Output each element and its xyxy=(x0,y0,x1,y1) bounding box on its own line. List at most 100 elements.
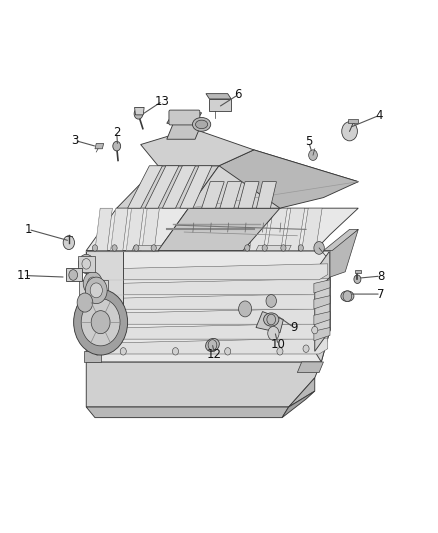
Polygon shape xyxy=(284,208,305,251)
Polygon shape xyxy=(145,166,179,208)
Circle shape xyxy=(91,311,110,334)
Text: 11: 11 xyxy=(17,269,32,282)
Circle shape xyxy=(262,245,267,251)
Text: 3: 3 xyxy=(71,134,78,147)
Circle shape xyxy=(173,348,179,355)
Polygon shape xyxy=(201,182,224,208)
Circle shape xyxy=(343,291,352,302)
Ellipse shape xyxy=(195,120,208,128)
Circle shape xyxy=(151,245,156,251)
Polygon shape xyxy=(206,94,231,99)
Polygon shape xyxy=(314,280,330,293)
Circle shape xyxy=(245,245,250,251)
Polygon shape xyxy=(86,208,188,251)
Text: 2: 2 xyxy=(113,126,120,139)
Polygon shape xyxy=(88,338,328,354)
Circle shape xyxy=(82,259,91,269)
Polygon shape xyxy=(86,251,123,330)
Ellipse shape xyxy=(205,338,219,351)
Polygon shape xyxy=(158,208,280,251)
Circle shape xyxy=(81,298,120,346)
Polygon shape xyxy=(126,208,144,251)
Circle shape xyxy=(90,283,102,298)
Circle shape xyxy=(312,326,318,334)
Circle shape xyxy=(69,270,78,280)
Text: 7: 7 xyxy=(377,288,385,301)
Circle shape xyxy=(77,293,93,312)
Circle shape xyxy=(298,245,304,251)
Polygon shape xyxy=(95,208,113,251)
Circle shape xyxy=(267,314,276,325)
Polygon shape xyxy=(127,166,162,208)
Polygon shape xyxy=(141,128,254,166)
Polygon shape xyxy=(78,256,95,272)
Polygon shape xyxy=(330,229,358,277)
Circle shape xyxy=(239,301,252,317)
Polygon shape xyxy=(88,309,328,324)
Polygon shape xyxy=(111,208,128,251)
Ellipse shape xyxy=(264,313,279,326)
Circle shape xyxy=(208,340,217,350)
Polygon shape xyxy=(86,251,330,362)
Polygon shape xyxy=(315,277,330,351)
Polygon shape xyxy=(297,362,323,373)
Circle shape xyxy=(268,326,279,340)
Polygon shape xyxy=(88,323,328,339)
Circle shape xyxy=(281,245,286,251)
Circle shape xyxy=(78,254,94,273)
Polygon shape xyxy=(302,208,322,251)
Text: 10: 10 xyxy=(271,338,286,351)
Polygon shape xyxy=(66,268,82,281)
Polygon shape xyxy=(243,208,358,251)
Polygon shape xyxy=(134,108,144,115)
Text: 8: 8 xyxy=(377,270,385,282)
Circle shape xyxy=(354,275,361,284)
Circle shape xyxy=(225,348,231,355)
Ellipse shape xyxy=(192,117,211,131)
Circle shape xyxy=(134,109,143,119)
Polygon shape xyxy=(238,182,259,208)
Circle shape xyxy=(309,150,318,160)
Circle shape xyxy=(112,245,117,251)
Polygon shape xyxy=(84,351,102,362)
Polygon shape xyxy=(167,123,201,139)
Polygon shape xyxy=(256,312,283,333)
Ellipse shape xyxy=(341,291,354,302)
Circle shape xyxy=(342,122,357,141)
Polygon shape xyxy=(95,143,104,149)
Polygon shape xyxy=(167,113,201,123)
Polygon shape xyxy=(282,391,315,418)
Polygon shape xyxy=(88,279,328,295)
Polygon shape xyxy=(323,229,358,251)
Polygon shape xyxy=(173,245,208,251)
Polygon shape xyxy=(314,312,330,325)
Circle shape xyxy=(303,345,309,352)
Circle shape xyxy=(134,245,139,251)
Polygon shape xyxy=(79,280,108,304)
Polygon shape xyxy=(209,99,231,111)
Text: 9: 9 xyxy=(290,321,297,334)
Circle shape xyxy=(92,245,98,251)
Circle shape xyxy=(74,289,127,355)
Polygon shape xyxy=(86,407,289,418)
Polygon shape xyxy=(220,182,242,208)
Polygon shape xyxy=(88,264,328,280)
Polygon shape xyxy=(289,378,315,407)
Polygon shape xyxy=(188,150,358,208)
Polygon shape xyxy=(219,150,358,208)
Polygon shape xyxy=(88,294,328,310)
Circle shape xyxy=(266,295,276,308)
Text: 5: 5 xyxy=(305,135,312,148)
Polygon shape xyxy=(267,208,287,251)
Polygon shape xyxy=(162,166,195,208)
Circle shape xyxy=(88,277,98,290)
Circle shape xyxy=(277,348,283,355)
Polygon shape xyxy=(348,119,358,123)
Polygon shape xyxy=(314,296,330,309)
Text: 12: 12 xyxy=(207,348,222,361)
Polygon shape xyxy=(315,251,330,362)
Polygon shape xyxy=(250,208,270,251)
Circle shape xyxy=(120,348,126,355)
Circle shape xyxy=(63,236,74,249)
Circle shape xyxy=(94,348,100,355)
